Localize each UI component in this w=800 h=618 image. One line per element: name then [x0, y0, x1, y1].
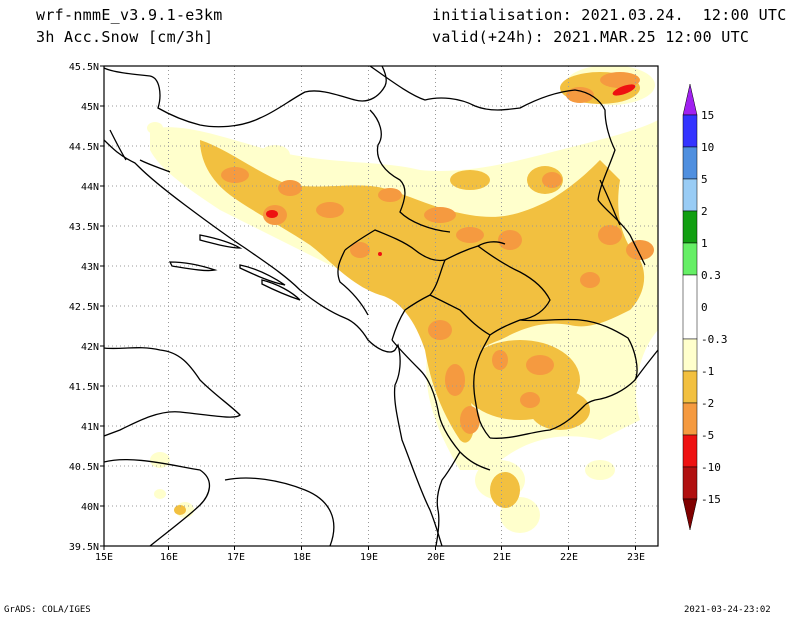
colorbar-box — [682, 370, 698, 404]
colorbar-label: -1 — [701, 365, 714, 378]
lon-label: 20E — [427, 552, 445, 563]
lat-label: 42N — [81, 342, 99, 353]
colorbar-label: -10 — [701, 461, 721, 474]
lat-label: 43N — [81, 262, 99, 273]
lat-label: 45.5N — [69, 62, 99, 73]
lat-label: 39.5N — [69, 542, 99, 553]
tick-marks — [100, 65, 636, 550]
colorbar-bottom-arrow — [682, 498, 698, 531]
colorbar-label: 15 — [701, 109, 714, 122]
colorbar-box — [682, 242, 698, 276]
lat-label: 44N — [81, 182, 99, 193]
lon-label: 19E — [360, 552, 378, 563]
colorbar — [682, 83, 698, 531]
colorbar-labels: 15 10 5 2 1 0.3 0 -0.3 -1 -2 -5 -10 -15 — [701, 109, 728, 506]
lat-label: 40N — [81, 502, 99, 513]
colorbar-box — [682, 338, 698, 372]
lon-label: 18E — [293, 552, 311, 563]
lon-label: 16E — [160, 552, 178, 563]
colorbar-box — [682, 434, 698, 468]
lat-label: 40.5N — [69, 462, 99, 473]
lon-label: 21E — [493, 552, 511, 563]
colorbar-box — [682, 402, 698, 436]
lat-label: 44.5N — [69, 142, 99, 153]
initialisation-time: initialisation: 2021.03.24. 12:00 UTC — [432, 6, 787, 24]
lon-label: 22E — [560, 552, 578, 563]
footer-credit: GrADS: COLA/IGES — [4, 605, 91, 615]
colorbar-box — [682, 210, 698, 244]
colorbar-box — [682, 114, 698, 148]
model-title: wrf-nmmE_v3.9.1-e3km — [36, 6, 223, 24]
colorbar-top-arrow — [682, 83, 698, 116]
lat-label: 43.5N — [69, 222, 99, 233]
lon-labels: 15E 16E 17E 18E 19E 20E 21E 22E 23E — [95, 552, 645, 563]
colorbar-label: -0.3 — [701, 333, 728, 346]
coastlines-borders — [104, 66, 658, 546]
colorbar-label: 0.3 — [701, 269, 721, 282]
colorbar-label: 5 — [701, 173, 708, 186]
lat-label: 41N — [81, 422, 99, 433]
colorbar-label: -15 — [701, 493, 721, 506]
lat-labels: 45.5N 45N 44.5N 44N 43.5N 43N 42.5N 42N … — [69, 62, 99, 553]
colorbar-box — [682, 466, 698, 500]
colorbar-label: -2 — [701, 397, 714, 410]
colorbar-label: -5 — [701, 429, 714, 442]
snow-field — [147, 66, 658, 533]
lat-label: 42.5N — [69, 302, 99, 313]
lat-label: 45N — [81, 102, 99, 113]
variable-title: 3h Acc.Snow [cm/3h] — [36, 28, 214, 46]
valid-time: valid(+24h): 2021.MAR.25 12:00 UTC — [432, 28, 750, 46]
footer-timestamp: 2021-03-24-23:02 — [684, 605, 771, 615]
lon-label: 17E — [227, 552, 245, 563]
map-grid — [104, 66, 658, 546]
colorbar-box — [682, 178, 698, 212]
colorbar-label: 0 — [701, 301, 708, 314]
lat-label: 41.5N — [69, 382, 99, 393]
lon-label: 15E — [95, 552, 113, 563]
colorbar-box — [682, 146, 698, 180]
colorbar-box — [682, 274, 698, 340]
colorbar-label: 2 — [701, 205, 708, 218]
lon-label: 23E — [627, 552, 645, 563]
colorbar-label: 1 — [701, 237, 708, 250]
colorbar-label: 10 — [701, 141, 714, 154]
